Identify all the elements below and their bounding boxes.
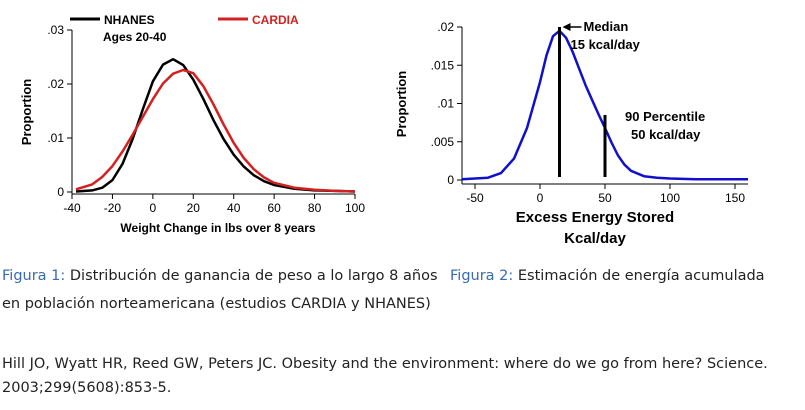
x-tick-label: 100	[345, 201, 365, 215]
y-tick-label: .02	[47, 77, 64, 91]
legend-label-nhanes: NHANES	[104, 13, 155, 27]
figure-1-caption: Figura 1: Distribución de ganancia de pe…	[2, 262, 442, 318]
x-tick-label: 60	[267, 201, 281, 215]
median-annotation-title: Median	[584, 19, 629, 34]
x-tick-label: 100	[660, 191, 680, 205]
y-tick-label: 0	[57, 185, 64, 199]
x-tick-label: 40	[227, 201, 241, 215]
x-tick-label: -40	[63, 201, 81, 215]
legend-label-cardia: CARDIA	[252, 13, 299, 27]
x-axis-title-units: Kcal/day	[564, 230, 626, 247]
x-tick-label: 150	[725, 191, 745, 205]
median-annotation-value: 15 kcal/day	[571, 37, 641, 52]
reference-citation: Hill JO, Wyatt HR, Reed GW, Peters JC. O…	[2, 356, 768, 396]
figure-2-text: Estimación de energía acumulada	[517, 268, 765, 284]
figure-1-text: Distribución de ganancia de peso a lo la…	[2, 268, 438, 312]
median-arrow	[562, 23, 571, 31]
y-tick-label: .01	[47, 131, 64, 145]
x-tick-label: -50	[466, 191, 484, 205]
legend-note-ages: Ages 20-40	[103, 30, 167, 44]
y-axis-title: Proportion	[19, 79, 34, 145]
excess-energy-chart: 0 .005 .01 .015 .02 -50 0 50 100 150 Proportion Exc…	[395, 19, 748, 247]
percentile-annotation-title: 90 Percentile	[625, 109, 705, 124]
figure-1-label: Figura 1:	[2, 268, 66, 284]
x-axis-title: Excess Energy Stored	[516, 209, 674, 226]
x-tick-label: 20	[187, 201, 201, 215]
x-axis-title: Weight Change in lbs over 8 years	[120, 221, 315, 235]
cardia-series-line	[75, 68, 356, 193]
weight-change-chart: 0 .01 .02 .03 -40 -20 0 20 40 60 80 100 Proportion We…	[19, 13, 365, 235]
series-line	[461, 29, 748, 181]
x-tick-label: 50	[598, 191, 612, 205]
x-tick-label: 0	[537, 191, 544, 205]
y-axis-title: Proportion	[395, 71, 409, 137]
y-tick-label: .015	[431, 58, 455, 72]
figure-2-label: Figura 2:	[450, 268, 514, 284]
figure-2-caption: Figura 2: Estimación de energía acumulad…	[450, 262, 802, 290]
percentile-annotation-value: 50 kcal/day	[631, 127, 701, 142]
x-tick-label: 0	[150, 201, 157, 215]
x-tick-label: 80	[308, 201, 322, 215]
x-tick-label: -20	[104, 201, 122, 215]
y-tick-label: .01	[437, 97, 454, 111]
y-tick-label: .03	[47, 23, 64, 37]
y-tick-label: .02	[437, 20, 454, 34]
y-tick-label: 0	[447, 173, 454, 187]
nhanes-series-line	[75, 57, 356, 193]
y-tick-label: .005	[431, 135, 455, 149]
